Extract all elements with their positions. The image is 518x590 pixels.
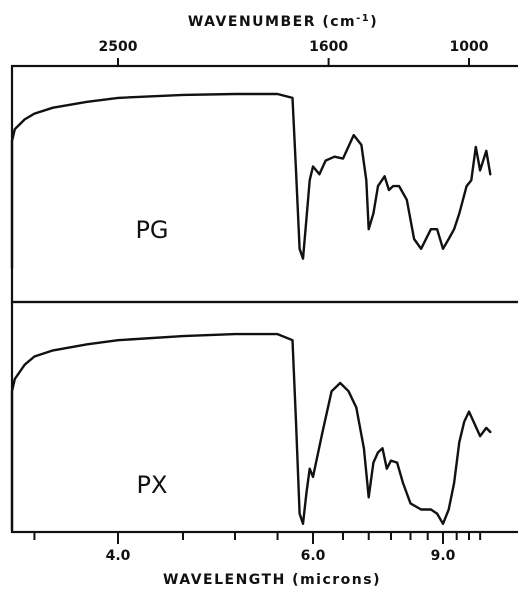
panel-bottom-frame <box>10 300 518 534</box>
bottom-tick-label-0: 4.0 <box>106 548 131 564</box>
bottom-tick-label-2: 9.0 <box>431 548 456 564</box>
top-tick-label-0: 2500 <box>99 39 138 55</box>
series-label-pg: PG <box>135 216 168 244</box>
bottom-tick-label-1: 6.0 <box>301 548 326 564</box>
axis-ticks: 4.0 6.0 9.0 2500 1600 1000 <box>33 39 489 564</box>
top-tick-label-2: 1000 <box>450 39 489 55</box>
top-axis-title: WAVENUMBER (cm-1) <box>188 13 378 31</box>
top-tick-label-1: 1600 <box>309 39 348 55</box>
spectrum-trace-px <box>10 332 492 532</box>
spectrum-trace-pg <box>10 92 492 270</box>
bottom-axis-title: WAVELENGTH (microns) <box>163 572 381 588</box>
series-label-px: PX <box>137 471 168 499</box>
